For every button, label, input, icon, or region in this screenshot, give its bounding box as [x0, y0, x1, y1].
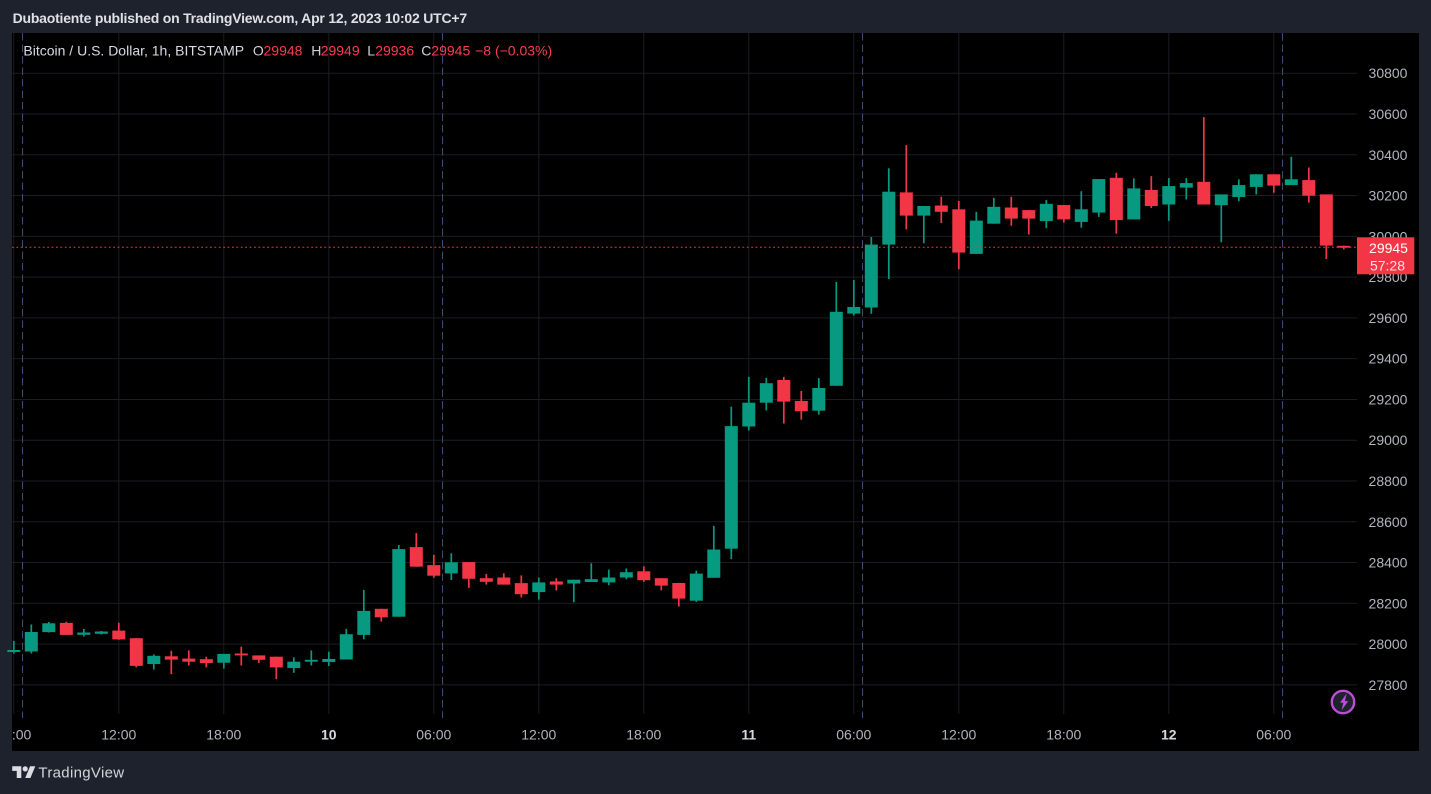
svg-text:06:00: 06:00 [1256, 727, 1291, 743]
svg-text:18:00: 18:00 [206, 727, 241, 743]
svg-text:Dubaotiente published on Tradi: Dubaotiente published on TradingView.com… [13, 10, 468, 26]
svg-text:−8 (−0.03%): −8 (−0.03%) [475, 43, 552, 59]
svg-text:12:00: 12:00 [101, 727, 136, 743]
svg-text:29949: 29949 [321, 43, 360, 59]
svg-text:27800: 27800 [1369, 677, 1408, 693]
svg-text:29936: 29936 [375, 43, 414, 59]
svg-text:29400: 29400 [1369, 351, 1408, 367]
svg-text:C: C [421, 43, 431, 59]
svg-text:10: 10 [321, 727, 337, 743]
svg-text:28800: 28800 [1369, 473, 1408, 489]
svg-text:30800: 30800 [1369, 65, 1408, 81]
svg-text:H: H [311, 43, 321, 59]
svg-text:57:28: 57:28 [1370, 258, 1405, 274]
svg-text:30200: 30200 [1369, 188, 1408, 204]
svg-text:29948: 29948 [264, 43, 303, 59]
svg-text:O: O [253, 43, 264, 59]
svg-text:18:00: 18:00 [626, 727, 661, 743]
svg-text:29000: 29000 [1369, 432, 1408, 448]
svg-text:28200: 28200 [1369, 595, 1408, 611]
svg-text:29600: 29600 [1369, 310, 1408, 326]
svg-text:11: 11 [741, 727, 756, 743]
svg-text:06:00: 06:00 [0, 727, 32, 743]
svg-text:29200: 29200 [1369, 391, 1408, 407]
svg-text:28000: 28000 [1369, 636, 1408, 652]
svg-text:29945: 29945 [1369, 240, 1408, 256]
svg-text:L: L [367, 43, 375, 59]
svg-text:29945: 29945 [431, 43, 470, 59]
svg-text:18:00: 18:00 [1046, 727, 1081, 743]
svg-text:28400: 28400 [1369, 555, 1408, 571]
svg-text:TradingView: TradingView [38, 765, 124, 782]
svg-text:28600: 28600 [1369, 514, 1408, 530]
svg-text:12:00: 12:00 [941, 727, 976, 743]
svg-text:30400: 30400 [1369, 147, 1408, 163]
svg-text:06:00: 06:00 [416, 727, 451, 743]
svg-text:Bitcoin / U.S. Dollar, 1h, BIT: Bitcoin / U.S. Dollar, 1h, BITSTAMP [23, 43, 244, 59]
svg-text:06:00: 06:00 [836, 727, 871, 743]
svg-text:12: 12 [1161, 727, 1177, 743]
svg-text:12:00: 12:00 [521, 727, 556, 743]
svg-text:30600: 30600 [1369, 106, 1408, 122]
